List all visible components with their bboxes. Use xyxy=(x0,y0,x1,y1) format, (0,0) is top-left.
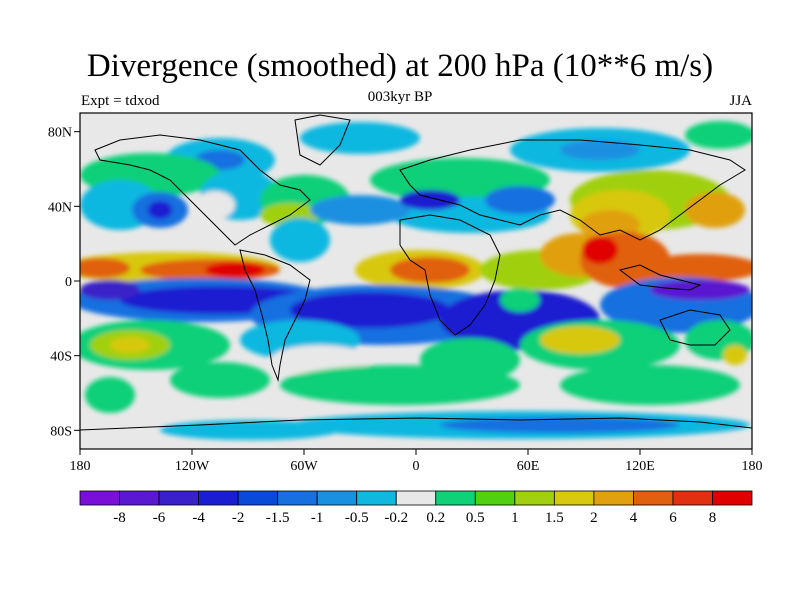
colorbar-label: -6 xyxy=(153,510,166,526)
colorbar-label: -2 xyxy=(232,510,245,526)
colorbar-swatch xyxy=(79,490,120,506)
colorbar-label: 6 xyxy=(669,510,677,526)
colorbar-label: 0.2 xyxy=(426,510,445,526)
lon-tick-label: 60W xyxy=(290,459,318,474)
colorbar-swatch xyxy=(237,490,279,506)
latitude-ticks: 80N 40N 0 40S 80S xyxy=(48,126,80,439)
colorbar-swatch xyxy=(633,490,674,506)
colorbar-swatch xyxy=(712,490,753,506)
lon-tick-label: 0 xyxy=(413,459,420,474)
lon-tick-label: 180 xyxy=(742,459,763,474)
colorbar: -8 -6 -4 -2 -1.5 -1 -0.5 -0.2 0.2 0.5 1 1.5 2 4 6 8 xyxy=(79,490,753,526)
colorbar-label: 4 xyxy=(630,510,638,526)
lon-tick-label: 180 xyxy=(70,459,91,474)
coastline-layer xyxy=(80,114,752,431)
colorbar-swatch xyxy=(119,490,160,506)
colorbar-label: -1 xyxy=(311,510,324,526)
colorbar-label: 2 xyxy=(590,510,598,526)
colorbar-swatch xyxy=(672,490,713,506)
colorbar-label: -0.2 xyxy=(384,510,408,526)
longitude-ticks: 180 120W 60W 0 60E 120E 180 xyxy=(70,449,763,474)
lat-tick-label: 40S xyxy=(50,350,72,365)
colorbar-swatch xyxy=(198,490,239,506)
lat-tick-label: 80S xyxy=(50,424,72,439)
colorbar-swatch xyxy=(553,490,595,506)
colorbar-label: -0.5 xyxy=(345,510,369,526)
colorbar-label: 0.5 xyxy=(466,510,485,526)
map-subtitle: 003kyr BP xyxy=(367,89,433,105)
lat-tick-label: 80N xyxy=(48,126,72,141)
lon-tick-label: 120E xyxy=(625,459,655,474)
colorbar-swatch xyxy=(395,490,437,506)
lon-tick-label: 120W xyxy=(175,459,210,474)
lon-tick-label: 60E xyxy=(517,459,540,474)
colorbar-swatch xyxy=(474,490,516,506)
map-title: Divergence (smoothed) at 200 hPa (10**6 … xyxy=(86,48,714,84)
colorbar-swatch xyxy=(158,490,199,506)
field-layer xyxy=(80,113,752,449)
colorbar-swatch xyxy=(316,490,358,506)
colorbar-swatch xyxy=(435,490,476,506)
colorbar-label: -8 xyxy=(113,510,126,526)
lat-tick-label: 0 xyxy=(65,275,72,290)
lat-tick-label: 40N xyxy=(48,200,72,215)
colorbar-swatch xyxy=(277,490,318,506)
colorbar-label: -4 xyxy=(192,510,205,526)
colorbar-label: 8 xyxy=(709,510,717,526)
colorbar-swatch xyxy=(593,490,634,506)
season-label: JJA xyxy=(729,93,752,109)
experiment-label: Expt = tdxod xyxy=(81,93,160,109)
colorbar-label: 1 xyxy=(511,510,519,526)
colorbar-swatch xyxy=(356,490,397,506)
colorbar-label: 1.5 xyxy=(545,510,564,526)
colorbar-swatch xyxy=(514,490,555,506)
colorbar-label: -1.5 xyxy=(266,510,290,526)
